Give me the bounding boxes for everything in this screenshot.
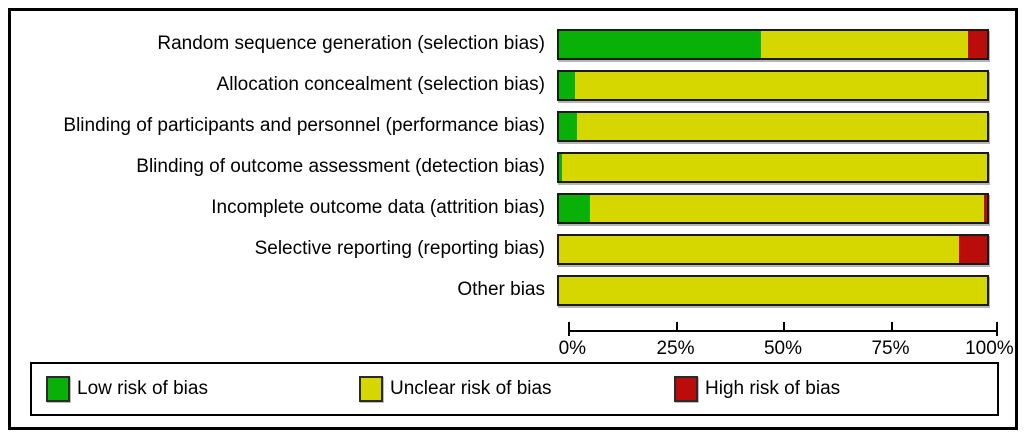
axis-tick-label: 50%: [763, 338, 803, 359]
legend-item-low-risk: Low risk of bias: [46, 376, 208, 402]
x-axis: 0% 25% 50% 75% 100%: [559, 322, 1014, 362]
category-label: Incomplete outcome data (attrition bias): [211, 197, 545, 219]
stacked-bar: [557, 234, 989, 265]
category-label: Random sequence generation (selection bi…: [157, 33, 545, 55]
unclear-risk-segment: [590, 195, 984, 222]
high-risk-swatch: [674, 376, 698, 402]
category-label: Blinding of outcome assessment (detectio…: [136, 156, 545, 178]
low-risk-segment: [559, 31, 762, 58]
unclear-risk-swatch: [359, 376, 383, 402]
category-label: Selective reporting (reporting bias): [254, 238, 545, 260]
unclear-risk-segment: [576, 113, 987, 140]
legend: Low risk of bias Unclear risk of bias Hi…: [30, 362, 999, 416]
axis-tick-label: 100%: [965, 338, 1014, 359]
legend-label: High risk of bias: [705, 378, 841, 399]
category-label: Allocation concealment (selection bias): [216, 74, 545, 96]
bar-row-blinding-participants: Blinding of participants and personnel (…: [11, 106, 1015, 147]
axis-tick: [996, 322, 998, 336]
axis-tick: [783, 322, 785, 332]
unclear-risk-segment: [761, 31, 968, 58]
stacked-bar: [557, 29, 989, 60]
stacked-bar: [557, 70, 989, 101]
low-risk-segment: [559, 72, 575, 99]
unclear-risk-segment: [559, 277, 987, 304]
unclear-risk-segment: [574, 72, 987, 99]
legend-item-unclear-risk: Unclear risk of bias: [359, 376, 552, 402]
high-risk-segment: [967, 31, 987, 58]
legend-item-high-risk: High risk of bias: [674, 376, 840, 402]
axis-tick-label: 25%: [656, 338, 695, 359]
high-risk-segment: [983, 195, 987, 222]
bar-row-selective-reporting: Selective reporting (reporting bias): [11, 229, 1015, 270]
legend-label: Unclear risk of bias: [390, 378, 552, 399]
legend-label: Low risk of bias: [77, 378, 208, 399]
risk-of-bias-graph-frame: Random sequence generation (selection bi…: [8, 8, 1018, 430]
bar-row-blinding-outcome: Blinding of outcome assessment (detectio…: [11, 147, 1015, 188]
axis-tick: [890, 322, 893, 332]
low-risk-segment: [559, 113, 577, 140]
bar-rows: Random sequence generation (selection bi…: [11, 24, 1015, 311]
stacked-bar: [557, 111, 989, 142]
unclear-risk-segment: [559, 236, 960, 263]
bar-row-other-bias: Other bias: [11, 270, 1015, 311]
stacked-bar: [557, 275, 989, 306]
bar-row-random-sequence: Random sequence generation (selection bi…: [11, 24, 1015, 65]
bar-row-allocation-concealment: Allocation concealment (selection bias): [11, 65, 1015, 106]
high-risk-segment: [959, 236, 987, 263]
stacked-bar: [557, 193, 989, 224]
category-label: Blinding of participants and personnel (…: [63, 115, 545, 137]
unclear-risk-segment: [561, 154, 987, 181]
stacked-bar: [557, 152, 989, 183]
axis-tick: [568, 322, 570, 336]
low-risk-segment: [559, 154, 562, 181]
category-label: Other bias: [457, 279, 545, 301]
low-risk-segment: [559, 195, 591, 222]
axis-tick: [675, 322, 678, 332]
low-risk-swatch: [46, 376, 70, 402]
axis-tick-label: 0%: [558, 338, 587, 359]
axis-tick-label: 75%: [871, 338, 910, 359]
bar-row-incomplete-outcome: Incomplete outcome data (attrition bias): [11, 188, 1015, 229]
